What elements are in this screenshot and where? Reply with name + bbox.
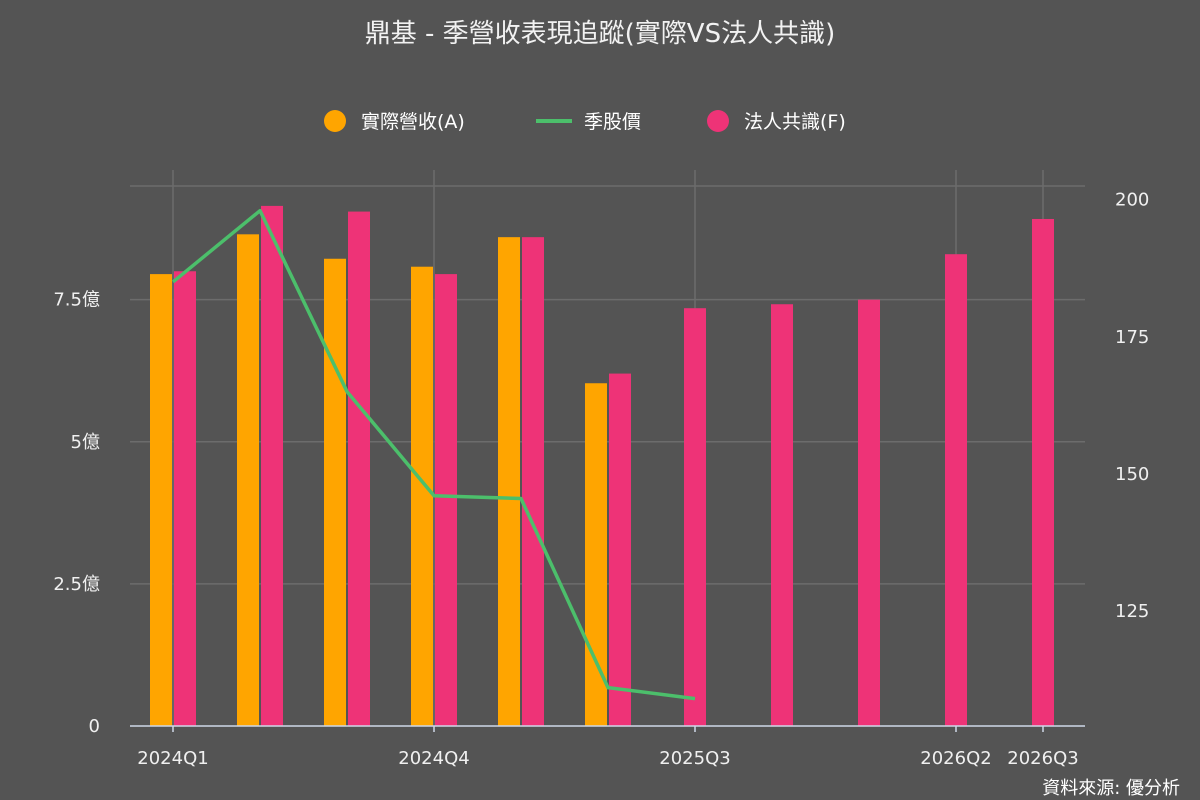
x-tick-label: 2025Q3 bbox=[659, 748, 730, 769]
bar-consensus-revenue bbox=[1032, 218, 1054, 726]
x-tick-label: 2024Q4 bbox=[398, 748, 469, 769]
x-tick-label: 2024Q1 bbox=[137, 748, 208, 769]
bar-actual-revenue bbox=[585, 383, 607, 726]
bar-consensus-revenue bbox=[435, 274, 457, 726]
x-tick-label: 2026Q3 bbox=[1007, 748, 1078, 769]
right-tick-label: 150 bbox=[1115, 464, 1149, 485]
legend-label: 法人共識(F) bbox=[744, 111, 846, 133]
left-tick-label: 7.5億 bbox=[53, 290, 100, 311]
legend: 實際營收(A) 季股價 法人共識(F) bbox=[324, 110, 846, 133]
bar-consensus-revenue bbox=[609, 373, 631, 726]
bar-consensus-revenue bbox=[771, 304, 793, 726]
bar-actual-revenue bbox=[324, 258, 346, 726]
bars bbox=[150, 205, 1054, 727]
left-tick-label: 5億 bbox=[71, 432, 100, 453]
x-tick-label: 2026Q2 bbox=[920, 748, 991, 769]
right-tick-label: 200 bbox=[1115, 190, 1149, 211]
bar-consensus-revenue bbox=[945, 254, 967, 727]
bar-consensus-revenue bbox=[522, 237, 544, 726]
bar-actual-revenue bbox=[237, 234, 259, 726]
bar-consensus-revenue bbox=[348, 211, 370, 726]
bar-consensus-revenue bbox=[174, 271, 196, 726]
legend-swatch-dot bbox=[324, 110, 346, 132]
source-note: 資料來源: 優分析 bbox=[1042, 778, 1180, 799]
left-tick-label: 2.5億 bbox=[53, 574, 100, 595]
bar-actual-revenue bbox=[150, 274, 172, 726]
price-line bbox=[171, 208, 696, 701]
legend-label: 季股價 bbox=[584, 111, 641, 133]
bar-consensus-revenue bbox=[858, 299, 880, 726]
bar-consensus-revenue bbox=[261, 205, 283, 727]
chart-title: 鼎基 - 季營收表現追蹤(實際VS法人共識) bbox=[365, 19, 836, 49]
right-tick-label: 175 bbox=[1115, 327, 1149, 348]
bar-consensus-revenue bbox=[684, 308, 706, 726]
left-tick-label: 0 bbox=[89, 716, 100, 737]
legend-label: 實際營收(A) bbox=[361, 111, 465, 133]
bar-actual-revenue bbox=[411, 266, 433, 726]
legend-swatch-dot bbox=[707, 110, 729, 132]
axes: 0 2.5億 5億 7.5億 125 150 175 200 2024Q1 2024Q4 2025Q… bbox=[53, 190, 1149, 769]
bar-actual-revenue bbox=[498, 237, 520, 726]
right-tick-label: 125 bbox=[1115, 601, 1149, 622]
